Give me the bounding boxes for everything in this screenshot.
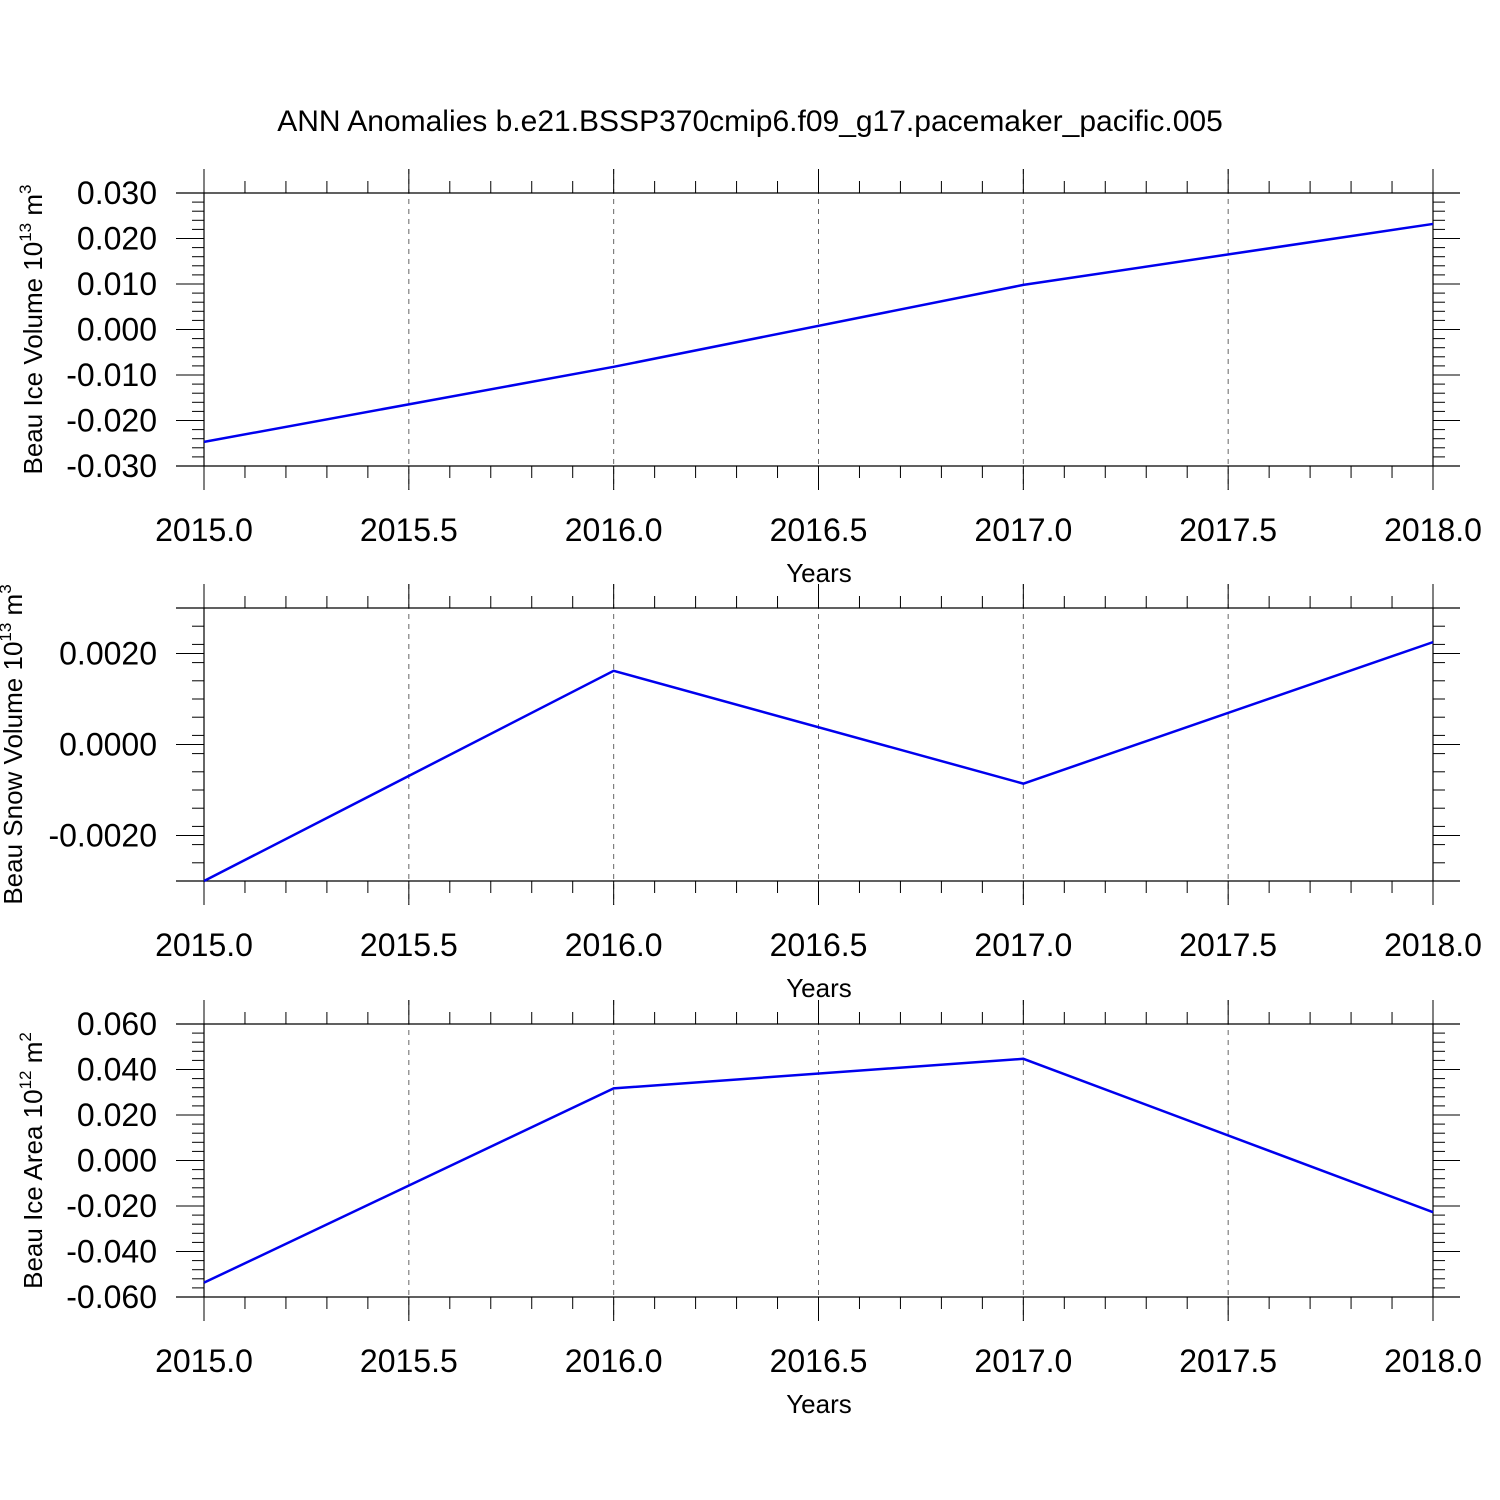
y-axis-label-exponent: 13 bbox=[0, 623, 15, 642]
y-tick-label: 0.060 bbox=[77, 1006, 157, 1042]
y-tick-label: 0.020 bbox=[77, 1097, 157, 1133]
y-tick-label: -0.020 bbox=[66, 1188, 157, 1224]
x-tick-label: 2015.5 bbox=[360, 512, 458, 548]
series-line bbox=[203, 1057, 1434, 1284]
y-axis-label-text: Beau Ice Area 10 bbox=[18, 1089, 48, 1288]
y-axis-label-unit: m bbox=[18, 1042, 48, 1071]
x-tick-label: 2017.0 bbox=[974, 927, 1072, 963]
x-tick-label: 2016.0 bbox=[565, 927, 663, 963]
y-tick-label: 0.010 bbox=[77, 266, 157, 302]
x-tick-label: 2015.5 bbox=[360, 927, 458, 963]
y-tick-label: 0.000 bbox=[77, 312, 157, 348]
x-tick-label: 2015.0 bbox=[155, 512, 253, 548]
x-tick-label: 2018.0 bbox=[1384, 1343, 1482, 1379]
x-tick-label: 2018.0 bbox=[1384, 512, 1482, 548]
y-tick-label: 0.030 bbox=[77, 175, 157, 211]
x-tick-label: 2016.0 bbox=[565, 1343, 663, 1379]
series-line bbox=[203, 640, 1434, 883]
y-axis-label-unit-exponent: 3 bbox=[16, 185, 35, 194]
series-line bbox=[203, 222, 1434, 444]
x-axis-label: Years bbox=[786, 973, 852, 1003]
x-axis-label: Years bbox=[786, 1389, 852, 1419]
x-tick-label: 2016.5 bbox=[770, 927, 868, 963]
y-tick-label: -0.0020 bbox=[48, 818, 157, 854]
y-tick-label: 0.000 bbox=[77, 1143, 157, 1179]
y-tick-label: -0.060 bbox=[66, 1279, 157, 1315]
y-tick-label: -0.030 bbox=[66, 448, 157, 484]
x-tick-label: 2017.5 bbox=[1179, 927, 1277, 963]
y-tick-label: -0.010 bbox=[66, 357, 157, 393]
panel-2: 2015.0 2015.5 2016.0 2016.5 2017.0 2017.5 2018… bbox=[0, 584, 1482, 1003]
x-tick-label: 2015.5 bbox=[360, 1343, 458, 1379]
x-tick-label: 2016.5 bbox=[770, 1343, 868, 1379]
y-axis-label-unit-exponent: 3 bbox=[0, 584, 15, 593]
x-tick-label: 2016.5 bbox=[770, 512, 868, 548]
y-tick-label: 0.0020 bbox=[59, 636, 157, 672]
y-tick-label: 0.040 bbox=[77, 1052, 157, 1088]
y-tick-label: -0.020 bbox=[66, 403, 157, 439]
x-tick-label: 2017.5 bbox=[1179, 1343, 1277, 1379]
y-axis-label-unit-exponent: 2 bbox=[16, 1032, 35, 1041]
panels: 2015.0 2015.5 2016.0 2016.5 2017.0 2017.5 2018… bbox=[0, 169, 1482, 1419]
chart-title: ANN Anomalies b.e21.BSSP370cmip6.f09_g17… bbox=[277, 105, 1223, 138]
y-tick-label: -0.040 bbox=[66, 1234, 157, 1270]
y-axis-label: Beau Ice Volume 1013 m3 bbox=[16, 185, 48, 475]
y-axis-label: Beau Ice Area 1012 m2 bbox=[16, 1032, 48, 1289]
x-axis-label: Years bbox=[786, 558, 852, 588]
y-tick-label: 0.020 bbox=[77, 221, 157, 257]
y-tick-label: 0.0000 bbox=[59, 727, 157, 763]
y-axis-label-text: Beau Snow Volume 10 bbox=[0, 642, 28, 905]
y-axis-label-unit: m bbox=[0, 594, 28, 623]
x-tick-label: 2018.0 bbox=[1384, 927, 1482, 963]
panel-1: 2015.0 2015.5 2016.0 2016.5 2017.0 2017.5 2018… bbox=[16, 169, 1482, 588]
y-axis-label-exponent: 13 bbox=[16, 223, 35, 242]
x-tick-label: 2017.0 bbox=[974, 1343, 1072, 1379]
x-tick-label: 2016.0 bbox=[565, 512, 663, 548]
y-axis-label-exponent: 12 bbox=[16, 1070, 35, 1089]
y-axis-label-unit: m bbox=[18, 194, 48, 223]
x-tick-label: 2017.0 bbox=[974, 512, 1072, 548]
x-tick-label: 2015.0 bbox=[155, 927, 253, 963]
x-tick-label: 2015.0 bbox=[155, 1343, 253, 1379]
panel-3: 2015.0 2015.5 2016.0 2016.5 2017.0 2017.5 2018… bbox=[16, 1000, 1482, 1419]
y-axis-label: Beau Snow Volume 1013 m3 bbox=[0, 584, 28, 904]
x-tick-label: 2017.5 bbox=[1179, 512, 1277, 548]
y-axis-label-text: Beau Ice Volume 10 bbox=[18, 242, 48, 475]
